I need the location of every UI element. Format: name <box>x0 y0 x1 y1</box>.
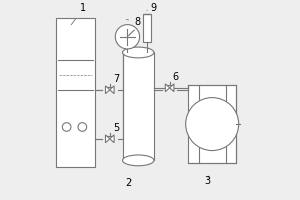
Circle shape <box>186 98 239 151</box>
Text: 8: 8 <box>127 17 140 27</box>
Bar <box>188 85 236 163</box>
Polygon shape <box>110 135 114 143</box>
Text: 2: 2 <box>125 178 132 188</box>
Text: 9: 9 <box>147 3 156 13</box>
Polygon shape <box>169 84 174 92</box>
Ellipse shape <box>122 155 154 166</box>
Polygon shape <box>106 86 110 94</box>
Text: 5: 5 <box>113 123 119 133</box>
Polygon shape <box>165 84 169 92</box>
Bar <box>122 52 154 160</box>
Circle shape <box>115 25 140 49</box>
Polygon shape <box>110 86 114 94</box>
Bar <box>142 14 151 42</box>
Text: 1: 1 <box>71 3 86 25</box>
Circle shape <box>62 123 71 131</box>
Bar <box>56 18 95 167</box>
Polygon shape <box>106 135 110 143</box>
Ellipse shape <box>122 47 154 58</box>
Text: 6: 6 <box>172 72 179 82</box>
Text: 3: 3 <box>204 176 210 186</box>
Text: 7: 7 <box>113 74 119 84</box>
Circle shape <box>78 123 87 131</box>
